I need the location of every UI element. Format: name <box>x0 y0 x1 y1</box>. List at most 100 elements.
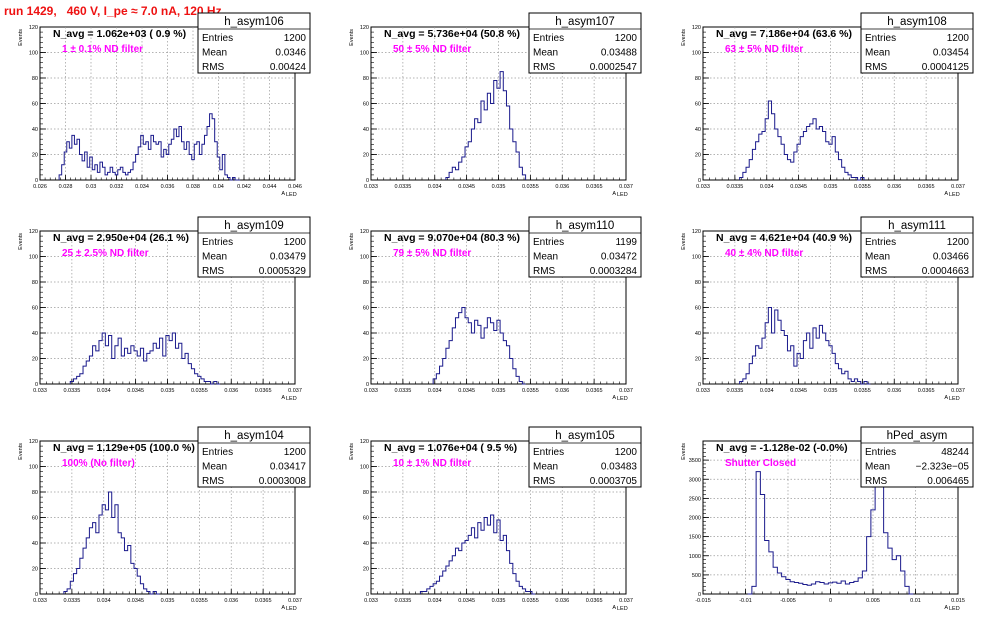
x-tick-label: 0.034 <box>135 184 149 190</box>
y-tick-label: 60 <box>363 516 369 522</box>
x-tick-label: 0.0345 <box>458 598 475 604</box>
stat-label: Mean <box>202 48 227 59</box>
stat-value: 1200 <box>284 237 307 248</box>
x-tick-label: 0.0355 <box>854 388 871 394</box>
x-axis-label-sub: LED <box>286 396 297 402</box>
stat-value: 0.00424 <box>270 62 307 73</box>
panel-h_asym107: 0.033 0.0335 0.034 0.0345 0.035 0.0355 0.036 0.… <box>349 12 642 198</box>
x-tick-label: 0.038 <box>186 184 200 190</box>
y-tick-label: 80 <box>695 76 701 82</box>
x-tick-label: 0.035 <box>161 598 175 604</box>
y-tick-label: 0 <box>698 178 701 184</box>
filter-label: 50 ± 5% ND filter <box>393 44 471 55</box>
x-tick-label: 0.035 <box>161 388 175 394</box>
x-tick-label: 0.0335 <box>726 184 743 190</box>
x-tick-label: 0.0365 <box>586 598 603 604</box>
histogram-line <box>432 307 526 385</box>
n-avg-label: N_avg = -1.128e-02 (-0.0%) <box>716 442 848 454</box>
n-avg-label: N_avg = 1.129e+05 (100.0 %) <box>53 442 195 454</box>
stat-value: 1200 <box>284 447 307 458</box>
x-tick-label: 0.026 <box>33 184 47 190</box>
x-axis-label: A <box>612 395 616 401</box>
panel-h_asym111: 0.033 0.0335 0.034 0.0345 0.035 0.0355 0.036 0.… <box>681 216 974 402</box>
y-tick-label: 20 <box>32 567 38 573</box>
stat-label: Entries <box>202 237 233 248</box>
x-axis-label-sub: LED <box>949 192 960 198</box>
x-tick-label: 0.0365 <box>918 388 935 394</box>
x-tick-label: 0.036 <box>224 598 238 604</box>
x-tick-label: 0.0345 <box>790 388 807 394</box>
x-tick-label: 0.0335 <box>394 184 411 190</box>
y-axis-label: Events <box>681 443 687 460</box>
stat-label: Mean <box>533 252 558 263</box>
y-tick-label: 80 <box>695 280 701 286</box>
histogram-name: h_asym107 <box>555 16 614 28</box>
x-tick-label: 0.036 <box>555 598 569 604</box>
x-tick-label: 0.0345 <box>458 388 475 394</box>
stat-label: RMS <box>865 266 888 277</box>
x-axis-label: A <box>944 191 948 197</box>
x-tick-label: 0.0365 <box>918 184 935 190</box>
y-tick-label: 40 <box>363 541 369 547</box>
y-tick-label: 20 <box>363 153 369 159</box>
stat-label: RMS <box>533 476 556 487</box>
x-tick-label: 0.0345 <box>458 184 475 190</box>
y-tick-label: 60 <box>363 102 369 108</box>
x-tick-label: 0.033 <box>33 598 47 604</box>
stat-value: 0.03417 <box>270 462 307 473</box>
y-axis-label: Events <box>349 29 355 46</box>
y-tick-label: 20 <box>32 357 38 363</box>
stat-value: 1200 <box>615 447 638 458</box>
y-tick-label: 100 <box>360 51 369 57</box>
y-tick-label: 80 <box>363 280 369 286</box>
n-avg-label: N_avg = 4.621e+04 (40.9 %) <box>716 232 852 244</box>
histogram-name: h_asym105 <box>555 430 614 442</box>
stats-box <box>860 426 974 488</box>
x-tick-label: 0.036 <box>161 184 175 190</box>
x-tick-label: 0.0365 <box>255 388 272 394</box>
y-tick-label: 80 <box>363 490 369 496</box>
x-axis-label: A <box>281 395 285 401</box>
stat-value: 1200 <box>615 33 638 44</box>
histogram-name: hPed_asym <box>887 430 948 442</box>
x-axis-label-sub: LED <box>617 396 628 402</box>
x-axis-label: A <box>944 605 948 611</box>
stat-label: RMS <box>865 62 888 73</box>
n-avg-label: N_avg = 7.186e+04 (63.6 %) <box>716 28 852 40</box>
x-tick-label: 0.0335 <box>63 598 80 604</box>
histogram-name: h_asym110 <box>556 220 615 232</box>
x-tick-label: 0.04 <box>213 184 224 190</box>
histogram-name: h_asym111 <box>888 220 946 232</box>
n-avg-label: N_avg = 5.736e+04 (50.8 %) <box>384 28 520 40</box>
stat-label: Entries <box>865 447 896 458</box>
y-tick-label: 120 <box>29 25 38 31</box>
histogram-line <box>739 307 871 385</box>
stat-label: Mean <box>202 462 227 473</box>
histogram-line <box>747 463 914 595</box>
y-tick-label: 100 <box>360 465 369 471</box>
stat-value: 0.0003705 <box>590 476 638 487</box>
stat-value: 48244 <box>941 447 969 458</box>
panel-h_asym110: 0.033 0.0335 0.034 0.0345 0.035 0.0355 0.036 0.… <box>349 216 642 402</box>
stats-box <box>528 12 642 74</box>
x-tick-label: 0.037 <box>951 388 965 394</box>
y-tick-label: 100 <box>360 255 369 261</box>
stat-value: 0.0346 <box>275 48 306 59</box>
stat-value: 0.03466 <box>933 252 970 263</box>
x-axis-label-sub: LED <box>286 192 297 198</box>
x-tick-label: 0.0345 <box>127 598 144 604</box>
x-tick-label: 0.0355 <box>191 388 208 394</box>
x-tick-label: 0.037 <box>951 184 965 190</box>
stat-label: Entries <box>202 33 233 44</box>
x-tick-label: 0.0335 <box>63 388 80 394</box>
stats-box <box>528 216 642 278</box>
stat-value: 1200 <box>284 33 307 44</box>
histogram-line <box>419 514 536 595</box>
histogram-line <box>445 71 527 180</box>
stat-value: 0.03483 <box>601 462 638 473</box>
y-tick-label: 20 <box>363 357 369 363</box>
x-tick-label: 0.0345 <box>127 388 144 394</box>
y-tick-label: 100 <box>29 51 38 57</box>
y-tick-label: 80 <box>32 490 38 496</box>
